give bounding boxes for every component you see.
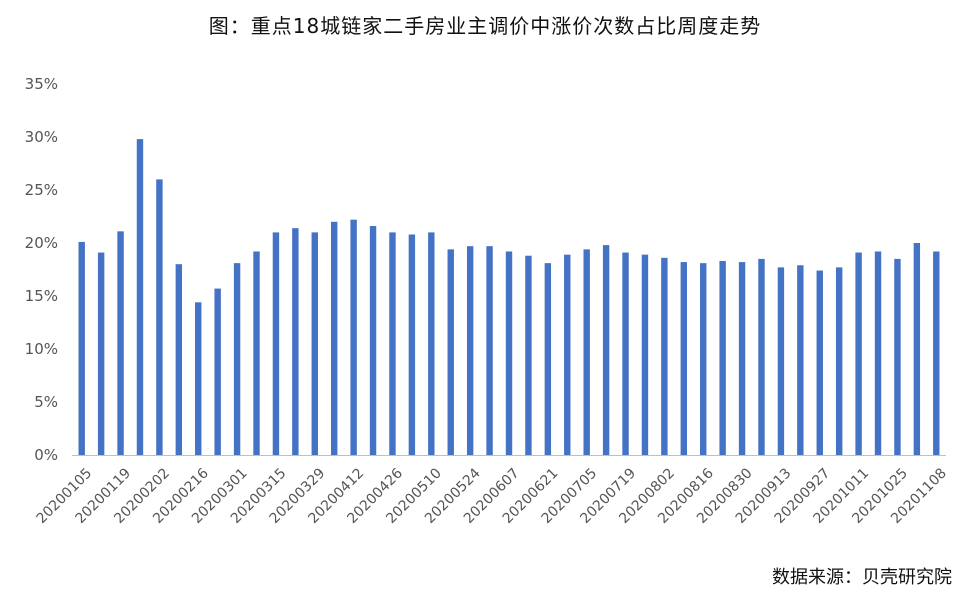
bar-20200712 <box>602 245 610 455</box>
bar-20200301 <box>233 263 241 455</box>
bar-20200927 <box>816 270 823 455</box>
bar-20200920 <box>797 265 804 455</box>
bar-20200531 <box>486 246 493 455</box>
bar-20200719 <box>622 252 629 455</box>
bar-20200809 <box>680 262 688 455</box>
bar-20200223 <box>214 288 221 455</box>
y-tick-label: 30% <box>25 128 58 146</box>
bar-20201011 <box>855 252 862 455</box>
bar-20200628 <box>564 254 571 455</box>
bar-20200322 <box>292 228 299 455</box>
bar-20200412 <box>350 219 357 455</box>
bar-20200329 <box>311 232 318 455</box>
y-tick-label: 35% <box>25 75 58 93</box>
y-tick-label: 0% <box>34 446 58 464</box>
bar-20201025 <box>894 258 901 455</box>
bar-20200726 <box>641 254 649 455</box>
y-tick-label: 20% <box>25 234 58 252</box>
bar-20200816 <box>700 263 707 455</box>
y-tick-label: 25% <box>25 181 58 199</box>
bar-20200426 <box>389 232 396 455</box>
bar-20200202 <box>156 179 163 455</box>
y-tick-label: 10% <box>25 340 58 358</box>
bar-20200830 <box>738 262 746 455</box>
bar-20201108 <box>933 251 940 455</box>
bar-20200419 <box>369 226 377 455</box>
bar-20201018 <box>874 251 882 455</box>
bars <box>78 139 940 455</box>
chart-title: 图：重点18城链家二手房业主调价中涨价次数占比周度走势 <box>208 14 762 38</box>
bar-20200112 <box>97 252 105 455</box>
data-source-note: 数据来源：贝壳研究院 <box>772 567 952 588</box>
bar-20200216 <box>195 302 202 455</box>
bar-20200308 <box>253 251 260 455</box>
bar-20200524 <box>466 246 474 455</box>
y-axis: 0% 5% 10% 15% 20% 25% 30% 35% <box>25 75 58 464</box>
bar-20200517 <box>447 249 454 455</box>
bar-20200105 <box>78 241 85 455</box>
bar-20200315 <box>272 232 280 455</box>
bar-20200621 <box>544 263 552 455</box>
bar-20200802 <box>661 257 668 455</box>
bar-20200405 <box>331 221 338 455</box>
bar-20200126 <box>136 139 144 455</box>
y-tick-label: 5% <box>34 393 58 411</box>
bar-20200607 <box>505 251 513 455</box>
y-tick-label: 15% <box>25 287 58 305</box>
bar-20200913 <box>777 267 785 455</box>
bar-20200209 <box>175 264 183 455</box>
bar-20200503 <box>408 234 416 455</box>
bar-20200614 <box>525 255 532 455</box>
bar-20200705 <box>583 249 590 455</box>
bar-20200119 <box>117 231 124 455</box>
bar-20200823 <box>719 261 726 455</box>
bar-20200510 <box>428 232 435 455</box>
bar-20201101 <box>913 243 921 455</box>
x-axis: 2020010520200119202002022020021620200301… <box>34 465 950 527</box>
bar-20200906 <box>758 258 765 455</box>
bar-20201004 <box>835 267 843 455</box>
